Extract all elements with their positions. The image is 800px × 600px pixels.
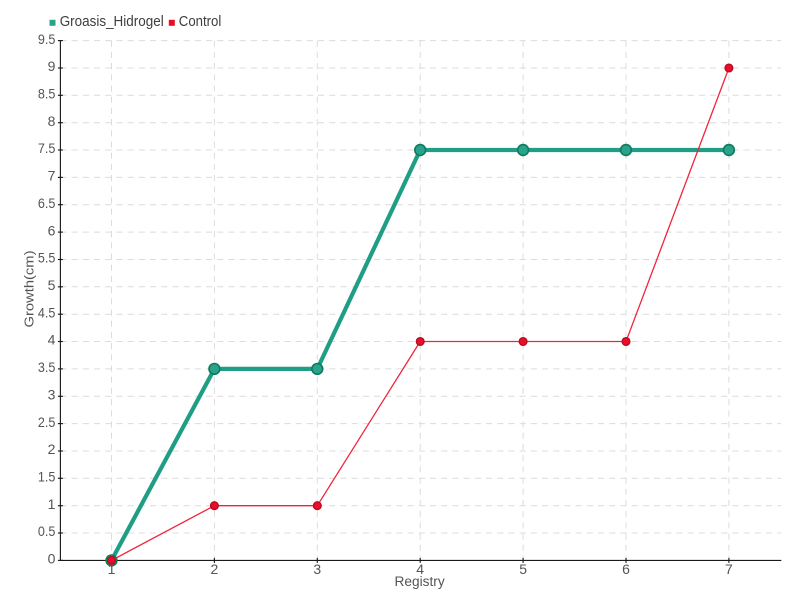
svg-text:Groasis_Hidrogel: Groasis_Hidrogel — [60, 13, 164, 30]
svg-text:2.5: 2.5 — [38, 414, 56, 430]
svg-text:1: 1 — [108, 561, 116, 577]
svg-text:9: 9 — [48, 58, 56, 74]
svg-text:Control: Control — [179, 13, 222, 30]
svg-text:5.5: 5.5 — [38, 250, 56, 266]
svg-text:6: 6 — [48, 222, 56, 238]
svg-text:7: 7 — [725, 561, 733, 577]
svg-text:3: 3 — [48, 387, 56, 403]
svg-text:6.5: 6.5 — [38, 195, 56, 211]
svg-text:6: 6 — [622, 561, 630, 577]
svg-text:0: 0 — [48, 551, 56, 567]
svg-text:7: 7 — [48, 168, 56, 184]
svg-text:5: 5 — [48, 277, 56, 293]
svg-text:2: 2 — [48, 441, 56, 457]
svg-text:3: 3 — [313, 561, 321, 577]
svg-text:0.5: 0.5 — [38, 523, 56, 539]
svg-text:4: 4 — [416, 561, 424, 577]
svg-text:4.5: 4.5 — [38, 304, 56, 320]
svg-text:7.5: 7.5 — [38, 140, 56, 156]
svg-text:1: 1 — [48, 496, 56, 512]
svg-text:8.5: 8.5 — [38, 86, 56, 102]
svg-text:4: 4 — [48, 332, 56, 348]
svg-text:9.5: 9.5 — [38, 31, 56, 47]
svg-text:Growth(cm): Growth(cm) — [22, 251, 37, 328]
svg-text:8: 8 — [48, 113, 56, 129]
svg-text:5: 5 — [519, 561, 527, 577]
svg-text:Registry: Registry — [395, 574, 445, 589]
svg-text:3.5: 3.5 — [38, 359, 56, 375]
svg-text:1.5: 1.5 — [38, 469, 56, 485]
svg-text:2: 2 — [211, 561, 219, 577]
